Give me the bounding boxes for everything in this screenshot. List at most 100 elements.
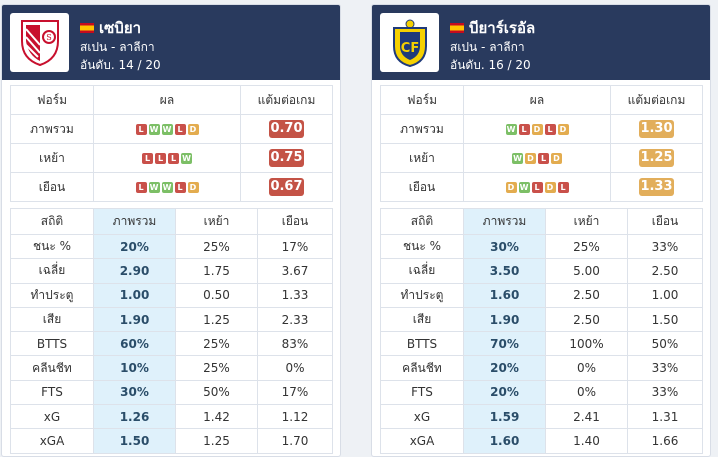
stat-label: xG [380, 404, 464, 430]
ppg-badge: 0.67 [269, 178, 304, 196]
stat-label: BTTS [380, 331, 464, 357]
stat-overall: 1.60 [463, 428, 546, 454]
league-label[interactable]: สเปน - ลาลีกา [80, 40, 155, 54]
stat-home: 0.50 [175, 282, 258, 308]
stat-away: 33% [627, 355, 703, 381]
result-badge[interactable]: D [505, 182, 517, 193]
result-badge[interactable]: L [557, 182, 569, 193]
form-row-label: เยือน [380, 172, 464, 202]
team-name-text: เซบิยา [99, 19, 142, 37]
stats-header: สถิติ [380, 208, 464, 235]
result-badge[interactable]: D [187, 182, 199, 193]
overall-header: ภาพรวม [93, 208, 176, 235]
stat-label: ทำประตู [380, 282, 464, 308]
stat-overall: 2.90 [93, 258, 176, 284]
stats-row: เฉลี่ย 2.90 1.75 3.67 [10, 258, 333, 284]
result-badge[interactable]: L [518, 124, 530, 135]
stat-overall: 1.50 [93, 428, 176, 454]
stat-away: 33% [627, 379, 703, 406]
villarreal-crest-icon[interactable]: CF [380, 13, 439, 72]
result-badge[interactable]: W [161, 124, 173, 135]
stat-home: 1.25 [175, 428, 258, 454]
stat-label: เสีย [10, 306, 94, 333]
result-badge[interactable]: L [174, 182, 186, 193]
result-badge[interactable]: W [518, 182, 530, 193]
stats-row: คลีนชีท 10% 25% 0% [10, 355, 333, 381]
ppg-cell: 1.30 [610, 114, 703, 144]
stat-away: 1.33 [257, 282, 333, 308]
result-header: ผล [93, 85, 241, 115]
away-header: เยือน [627, 208, 703, 235]
result-badge[interactable]: W [181, 153, 192, 164]
stat-label: คลีนชีท [380, 355, 464, 381]
stat-away: 0% [257, 355, 333, 381]
stat-home: 1.75 [175, 258, 258, 284]
form-row: ภาพรวม W L D L D 1.30 [380, 114, 703, 144]
spain-flag-icon [450, 23, 464, 33]
form-row-label: ภาพรวม [10, 114, 94, 144]
stat-home: 25% [175, 331, 258, 357]
stat-away: 1.12 [257, 404, 333, 430]
stat-home: 2.50 [545, 282, 628, 308]
result-badge[interactable]: L [168, 153, 179, 164]
stat-away: 1.50 [627, 306, 703, 333]
stat-overall: 1.00 [93, 282, 176, 308]
result-badge[interactable]: D [551, 153, 562, 164]
result-badge[interactable]: D [557, 124, 569, 135]
result-badge[interactable]: D [525, 153, 536, 164]
sevilla-crest-icon[interactable]: S [10, 13, 69, 72]
result-badge[interactable]: L [142, 153, 153, 164]
stat-away: 1.70 [257, 428, 333, 454]
stats-row: xG 1.59 2.41 1.31 [380, 404, 703, 430]
league-label[interactable]: สเปน - ลาลีกา [450, 40, 525, 54]
result-badge[interactable]: W [148, 124, 160, 135]
stats-row: เฉลี่ย 3.50 5.00 2.50 [380, 258, 703, 284]
stat-home: 100% [545, 331, 628, 357]
stat-overall: 1.90 [463, 306, 546, 333]
result-badge[interactable]: D [531, 124, 543, 135]
stat-home: 1.25 [175, 306, 258, 333]
result-badge[interactable]: W [512, 153, 523, 164]
stat-overall: 1.90 [93, 306, 176, 333]
stat-label: xGA [380, 428, 464, 454]
ppg-header: แต้มต่อเกม [240, 85, 333, 115]
stat-label: FTS [380, 379, 464, 406]
result-badge[interactable]: L [135, 182, 147, 193]
result-badge[interactable]: L [155, 153, 166, 164]
stat-label: เฉลี่ย [380, 258, 464, 284]
team-name[interactable]: เซบิยา [80, 16, 141, 40]
form-row: เหย้า L L L W 0.75 [10, 143, 333, 173]
rank-label: อันดับ. 16 / 20 [450, 58, 531, 72]
stats-row: BTTS 60% 25% 83% [10, 331, 333, 357]
result-badge[interactable]: W [505, 124, 517, 135]
result-badge[interactable]: L [174, 124, 186, 135]
result-badge[interactable]: L [544, 124, 556, 135]
ppg-badge: 1.30 [639, 120, 674, 138]
result-badge[interactable]: W [148, 182, 160, 193]
away-header: เยือน [257, 208, 333, 235]
result-badge[interactable]: L [538, 153, 549, 164]
stat-overall: 20% [463, 379, 546, 406]
stats-row: เสีย 1.90 2.50 1.50 [380, 306, 703, 333]
stat-label: เฉลี่ย [10, 258, 94, 284]
result-badge[interactable]: D [544, 182, 556, 193]
stats-row: ชนะ % 20% 25% 17% [10, 233, 333, 260]
team-name[interactable]: บียาร์เรอัล [450, 16, 535, 40]
result-badge[interactable]: D [187, 124, 199, 135]
stats-row: xG 1.26 1.42 1.12 [10, 404, 333, 430]
stat-home: 5.00 [545, 258, 628, 284]
stats-row: BTTS 70% 100% 50% [380, 331, 703, 357]
stat-away: 1.31 [627, 404, 703, 430]
home-header: เหย้า [545, 208, 628, 235]
stat-label: ชนะ % [380, 233, 464, 260]
ppg-badge: 1.25 [639, 149, 674, 167]
result-badge[interactable]: W [161, 182, 173, 193]
result-badge[interactable]: L [531, 182, 543, 193]
result-badge[interactable]: L [135, 124, 147, 135]
form-header: ฟอร์ม [10, 85, 94, 115]
stats-row: คลีนชีท 20% 0% 33% [380, 355, 703, 381]
stat-home: 1.42 [175, 404, 258, 430]
